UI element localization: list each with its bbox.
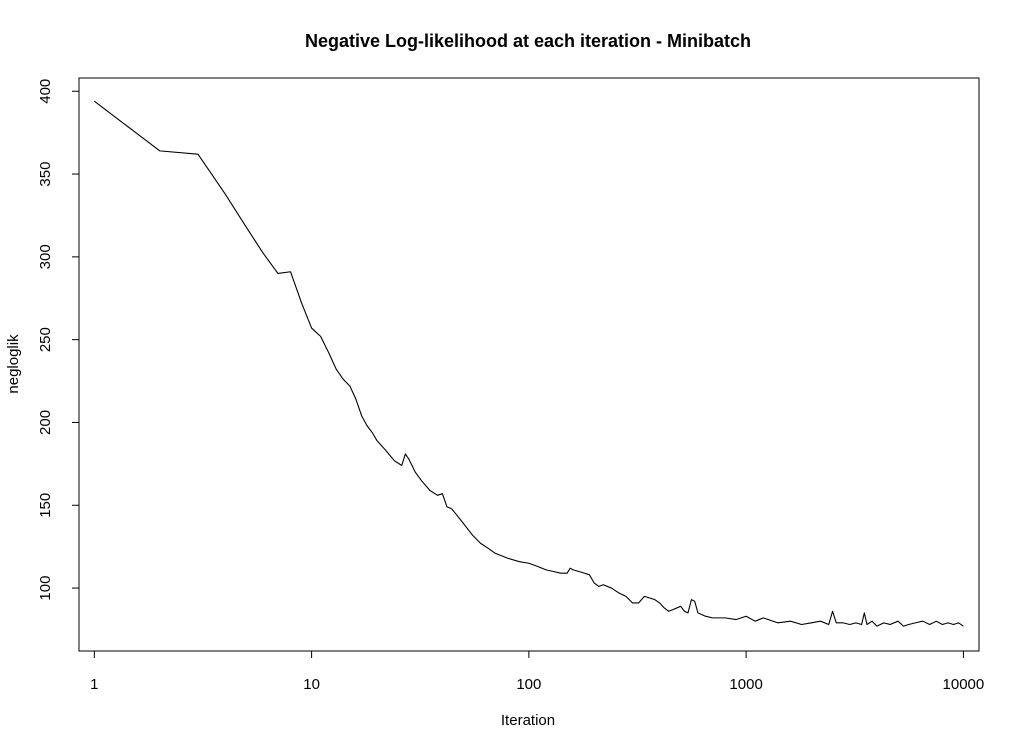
y-tick-label: 200 [37,410,54,435]
x-axis-label: Iteration [501,712,555,729]
y-tick-label: 150 [37,493,54,518]
x-tick-label: 100 [516,676,541,693]
x-tick-label: 10000 [943,676,985,693]
y-tick-label: 300 [37,244,54,269]
y-tick-label: 100 [37,576,54,601]
x-tick-label: 1000 [729,676,762,693]
y-axis: 100 150 200 250 300 350 400 [37,79,80,601]
x-axis: 1 10 100 1000 10000 [90,650,985,693]
y-tick-label: 250 [37,327,54,352]
y-tick-label: 400 [37,79,54,104]
series-line [93,100,964,627]
y-axis-label: negloglik [5,334,22,394]
x-tick-label: 10 [303,676,320,693]
chart-title: Negative Log-likelihood at each iteratio… [305,31,751,51]
x-tick-label: 1 [90,676,98,693]
plot-frame [78,77,980,652]
y-tick-label: 350 [37,162,54,187]
series-group [93,100,964,627]
